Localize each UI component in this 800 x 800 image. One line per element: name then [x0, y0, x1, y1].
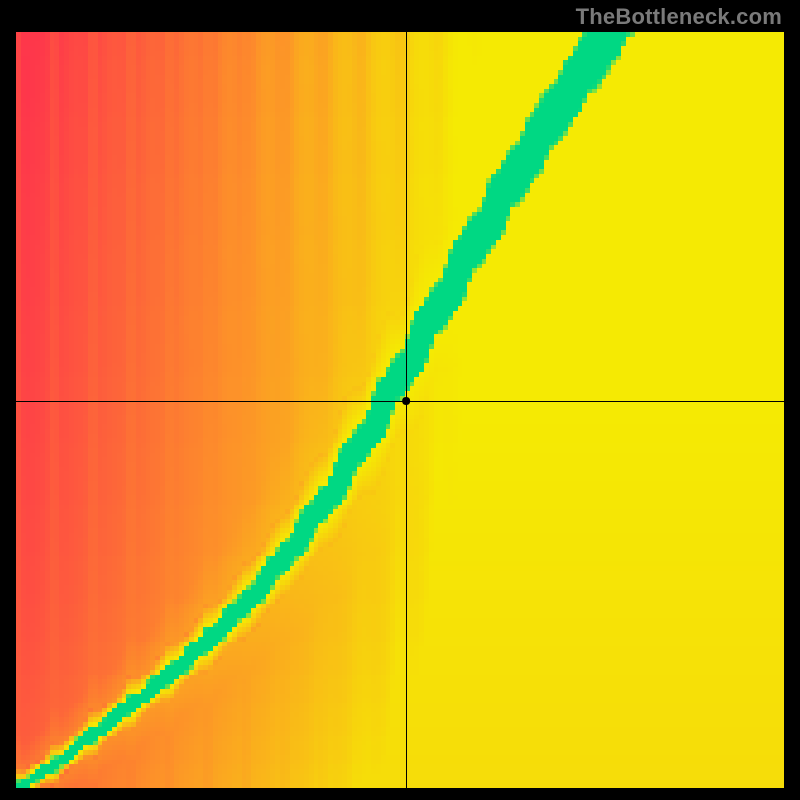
plot-frame	[16, 32, 784, 788]
heatmap-canvas	[16, 32, 784, 788]
watermark-text: TheBottleneck.com	[576, 4, 782, 30]
chart-container: TheBottleneck.com	[0, 0, 800, 800]
